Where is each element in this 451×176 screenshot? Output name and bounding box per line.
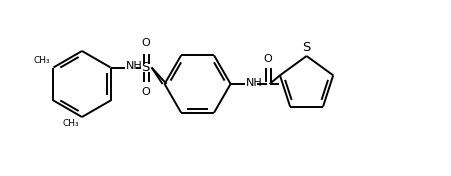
Text: NH: NH — [125, 61, 142, 71]
Text: CH₃: CH₃ — [62, 119, 79, 128]
Text: O: O — [141, 37, 150, 48]
Text: S: S — [141, 61, 149, 74]
Text: NH: NH — [245, 78, 262, 88]
Text: O: O — [141, 87, 150, 98]
Text: O: O — [262, 54, 272, 64]
Text: S: S — [302, 41, 310, 54]
Text: CH₃: CH₃ — [34, 56, 51, 65]
